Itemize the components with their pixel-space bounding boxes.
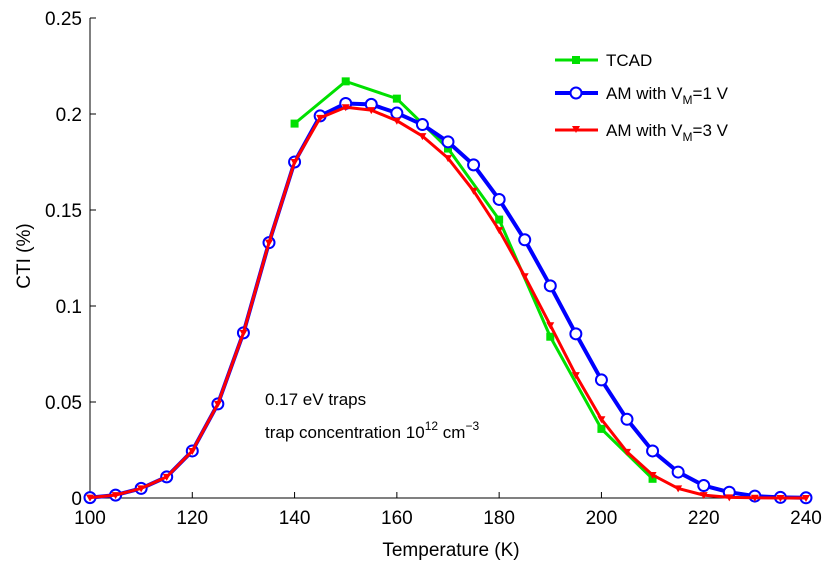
data-point: [111, 492, 120, 500]
legend-label-am-vm1: AM with VM=1 V: [606, 84, 729, 107]
x-tick-label: 200: [586, 508, 618, 529]
data-point: [569, 327, 583, 341]
data-point: [520, 273, 529, 281]
y-tick-label: 0.2: [56, 105, 82, 126]
data-point: [776, 495, 785, 502]
data-point: [597, 416, 606, 424]
data-point: [188, 447, 197, 455]
data-point: [392, 117, 401, 125]
data-point: [290, 159, 299, 166]
data-point: [646, 444, 660, 458]
legend-entry-tcad: TCAD: [555, 51, 652, 70]
data-point: [316, 114, 325, 122]
data-point: [469, 187, 478, 195]
legend-label-am-vm3-base: AM with V: [606, 121, 683, 140]
x-tick-label: 180: [483, 508, 515, 529]
annotation-conc-exp1: 12: [425, 419, 439, 433]
legend-label-am-vm3-sub: M: [683, 130, 693, 144]
data-point: [671, 465, 685, 479]
x-tick-label: 100: [74, 508, 106, 529]
x-tick-label: 220: [688, 508, 720, 529]
series-layer: [83, 77, 813, 505]
legend-label-am-vm3: AM with VM=3 V: [606, 121, 729, 144]
series-am-with-vm-3-v: [86, 104, 810, 502]
data-point: [239, 329, 248, 337]
data-point: [418, 133, 427, 141]
x-axis-title: Temperature (K): [382, 540, 519, 561]
data-point: [495, 215, 504, 224]
data-point: [467, 158, 481, 172]
data-point: [492, 192, 506, 206]
data-point: [648, 471, 657, 479]
data-point: [594, 373, 608, 387]
data-point: [697, 479, 711, 493]
data-point: [623, 448, 631, 456]
data-point: [441, 135, 455, 149]
x-tick-label: 160: [381, 508, 413, 529]
annotation-trap-energy: 0.17 eV traps: [265, 390, 366, 409]
annotation-conc-mid: cm: [438, 423, 465, 442]
data-point: [802, 495, 810, 502]
data-point: [546, 332, 555, 341]
annotation-conc-prefix: trap concentration 10: [265, 423, 425, 442]
data-point: [674, 485, 683, 493]
data-point: [137, 485, 146, 493]
ticks: 100 120 140 160 180 200 220 240 0 0.05 0.1 0.15 0.2 0…: [45, 9, 822, 529]
data-point: [750, 494, 759, 502]
data-point: [86, 494, 94, 502]
legend-label-am-vm1-base: AM with V: [606, 84, 683, 103]
annotation-conc-exp2: −3: [465, 419, 479, 433]
data-point: [518, 233, 532, 247]
data-point: [495, 227, 504, 235]
data-point: [597, 424, 606, 433]
data-point: [341, 104, 350, 112]
legend-label-tcad: TCAD: [606, 51, 652, 70]
data-point: [290, 119, 299, 128]
annotation-trap-concentration: trap concentration 1012 cm−3: [265, 419, 479, 442]
data-point: [213, 400, 222, 408]
axes: [89, 18, 806, 499]
data-point: [699, 492, 708, 500]
data-point: [390, 106, 404, 120]
y-tick-label: 0: [71, 489, 82, 510]
y-tick-label: 0.25: [45, 9, 82, 30]
y-tick-label: 0.1: [56, 297, 82, 318]
legend-marker-tcad: [572, 56, 580, 64]
legend-marker-am-vm3: [572, 126, 580, 133]
legend-entry-am-vm1: AM with VM=1 V: [555, 84, 729, 107]
data-point: [415, 118, 429, 132]
data-point: [543, 279, 557, 293]
data-point: [620, 412, 634, 426]
data-point: [162, 473, 171, 481]
data-point: [392, 94, 401, 103]
data-point: [444, 144, 452, 153]
legend-marker-am-vm1: [569, 86, 583, 100]
legend-label-am-vm1-tail: =1 V: [693, 84, 729, 103]
x-tick-label: 240: [790, 508, 822, 529]
data-point: [725, 494, 734, 502]
data-point: [341, 77, 350, 86]
data-point: [265, 239, 273, 247]
x-tick-label: 140: [279, 508, 311, 529]
data-point: [367, 107, 376, 115]
series-line: [293, 79, 654, 480]
legend-label-am-vm3-tail: =3 V: [693, 121, 729, 140]
data-point: [444, 155, 452, 163]
legend-entry-am-vm3: AM with VM=3 V: [555, 121, 729, 144]
data-point: [546, 322, 555, 330]
data-point: [571, 372, 580, 380]
y-tick-label: 0.05: [45, 393, 82, 414]
y-tick-label: 0.15: [45, 201, 82, 222]
legend-label-am-vm1-sub: M: [683, 93, 693, 107]
x-tick-label: 120: [176, 508, 208, 529]
y-axis-title: CTI (%): [14, 223, 35, 288]
legend: TCAD AM with VM=1 V AM with VM=3 V: [555, 51, 729, 144]
